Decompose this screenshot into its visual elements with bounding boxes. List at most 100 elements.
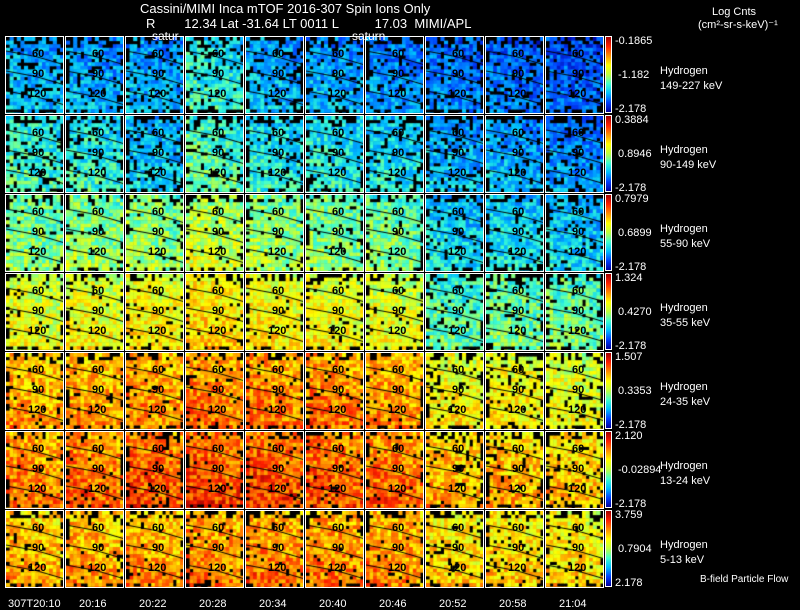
heatmap-cells: [306, 511, 363, 587]
heatmap-panel: 60 90 120: [185, 115, 244, 193]
colorbar-max: 1.507: [615, 351, 643, 363]
contour-label: 60: [512, 127, 525, 139]
plot-subtitle: R 12.34 Lat -31.64 LT 0011 L 17.03 MIMI/…: [146, 16, 472, 31]
species-label: Hydrogen 5-13 keV: [660, 538, 708, 568]
colorbar: [605, 273, 612, 350]
contour-label: 120: [28, 246, 47, 258]
contour-label: 120: [328, 404, 347, 416]
heatmap-panel: 60 90 120: [5, 510, 64, 588]
contour-label: 120: [268, 167, 287, 179]
contour-label: 90: [572, 463, 585, 475]
contour-label: 120: [268, 562, 287, 574]
heatmap-panel: 60 90 120: [245, 194, 304, 272]
heatmap-panel: 60 90 120: [65, 510, 124, 588]
heatmap-panel: 60 90 120: [365, 115, 424, 193]
heatmap-cells: [306, 195, 363, 271]
contour-label: 60: [32, 127, 45, 139]
heatmap-cells: [306, 432, 363, 508]
colorbar-mid: 0.3353: [618, 385, 652, 397]
heatmap-cells: [126, 353, 183, 429]
contour-label: 120: [388, 246, 407, 258]
heatmap-cells: [546, 37, 603, 113]
contour-label: 90: [32, 305, 45, 317]
colorbar-min: -2.178: [615, 103, 647, 115]
contour-label: 90: [272, 226, 285, 238]
colorbar: [605, 352, 612, 429]
species-label: Hydrogen 35-55 keV: [660, 301, 710, 331]
contour-label: 120: [268, 325, 287, 337]
energy-range: 13-24 keV: [660, 475, 711, 487]
contour-label: 120: [448, 167, 467, 179]
contour-label: 120: [328, 325, 347, 337]
contour-label: 60: [332, 522, 345, 534]
contour-label: 60: [452, 522, 465, 534]
contour-label: 60: [272, 206, 285, 218]
contour-label: 60: [212, 206, 225, 218]
heatmap-panel: 60 90 120: [365, 273, 424, 351]
contour-label: 120: [88, 404, 107, 416]
contour-label: 120: [568, 88, 587, 100]
contour-label: 90: [572, 384, 585, 396]
contour-label: 60: [332, 48, 345, 60]
heatmap-cells: [6, 37, 63, 113]
colorbar-max: 2.120: [615, 430, 643, 442]
contour-label: 60: [332, 285, 345, 297]
contour-label: 120: [568, 562, 587, 574]
species-label: Hydrogen 149-227 keV: [660, 64, 722, 94]
contour-label: 90: [332, 542, 345, 554]
contour-label: 60: [572, 48, 585, 60]
heatmap-panel: 60 90 120: [485, 431, 544, 509]
contour-label: 120: [388, 483, 407, 495]
contour-label: 60: [92, 48, 105, 60]
contour-label: 120: [268, 88, 287, 100]
contour-label: 90: [512, 384, 525, 396]
heatmap-cells: [366, 116, 423, 192]
colorbar: [605, 510, 612, 587]
heatmap-panel: 60 90 120: [5, 36, 64, 114]
contour-label: 120: [508, 325, 527, 337]
contour-label: 60: [392, 206, 405, 218]
heatmap-cells: [186, 116, 243, 192]
contour-label: 60: [32, 206, 45, 218]
colorbar-mid: 0.6899: [618, 227, 652, 239]
heatmap-panel: 60 90 120: [485, 510, 544, 588]
contour-label: 120: [448, 404, 467, 416]
contour-label: 120: [328, 88, 347, 100]
contour-label: 90: [92, 68, 105, 80]
heatmap-panel: 60 90 120: [125, 431, 184, 509]
heatmap-panel: 60 90 120: [545, 36, 604, 114]
contour-label: 90: [332, 226, 345, 238]
contour-label: 60: [32, 48, 45, 60]
species-name: Hydrogen: [660, 460, 708, 472]
contour-label: 60: [572, 206, 585, 218]
heatmap-cells: [6, 432, 63, 508]
contour-label: 60: [272, 127, 285, 139]
heatmap-cells: [246, 37, 303, 113]
contour-label: 90: [272, 542, 285, 554]
contour-label: 120: [208, 404, 227, 416]
contour-label: 120: [508, 88, 527, 100]
species-name: Hydrogen: [660, 65, 708, 77]
contour-label: 60: [452, 364, 465, 376]
contour-label: 90: [212, 68, 225, 80]
contour-label: 120: [148, 483, 167, 495]
contour-label: 60: [452, 48, 465, 60]
contour-label: 60: [212, 127, 225, 139]
heatmap-cells: [246, 195, 303, 271]
heatmap-cells: [546, 116, 603, 192]
species-label: Hydrogen 13-24 keV: [660, 459, 710, 489]
heatmap-panel: 60 90 120: [65, 352, 124, 430]
contour-label: 60: [452, 443, 465, 455]
energy-range: 24-35 keV: [660, 396, 711, 408]
contour-label: 120: [88, 562, 107, 574]
heatmap-cells: [426, 511, 483, 587]
contour-label: 60: [572, 443, 585, 455]
colorbar-min: -2.178: [615, 419, 647, 431]
heatmap-panel: 60 90 120: [65, 36, 124, 114]
heatmap-cells: [246, 432, 303, 508]
contour-label: 60: [92, 285, 105, 297]
contour-label: 90: [272, 147, 285, 159]
energy-range: 35-55 keV: [660, 317, 711, 329]
heatmap-panel: 60 90 120: [545, 431, 604, 509]
heatmap-panel: 60 90 120: [245, 510, 304, 588]
